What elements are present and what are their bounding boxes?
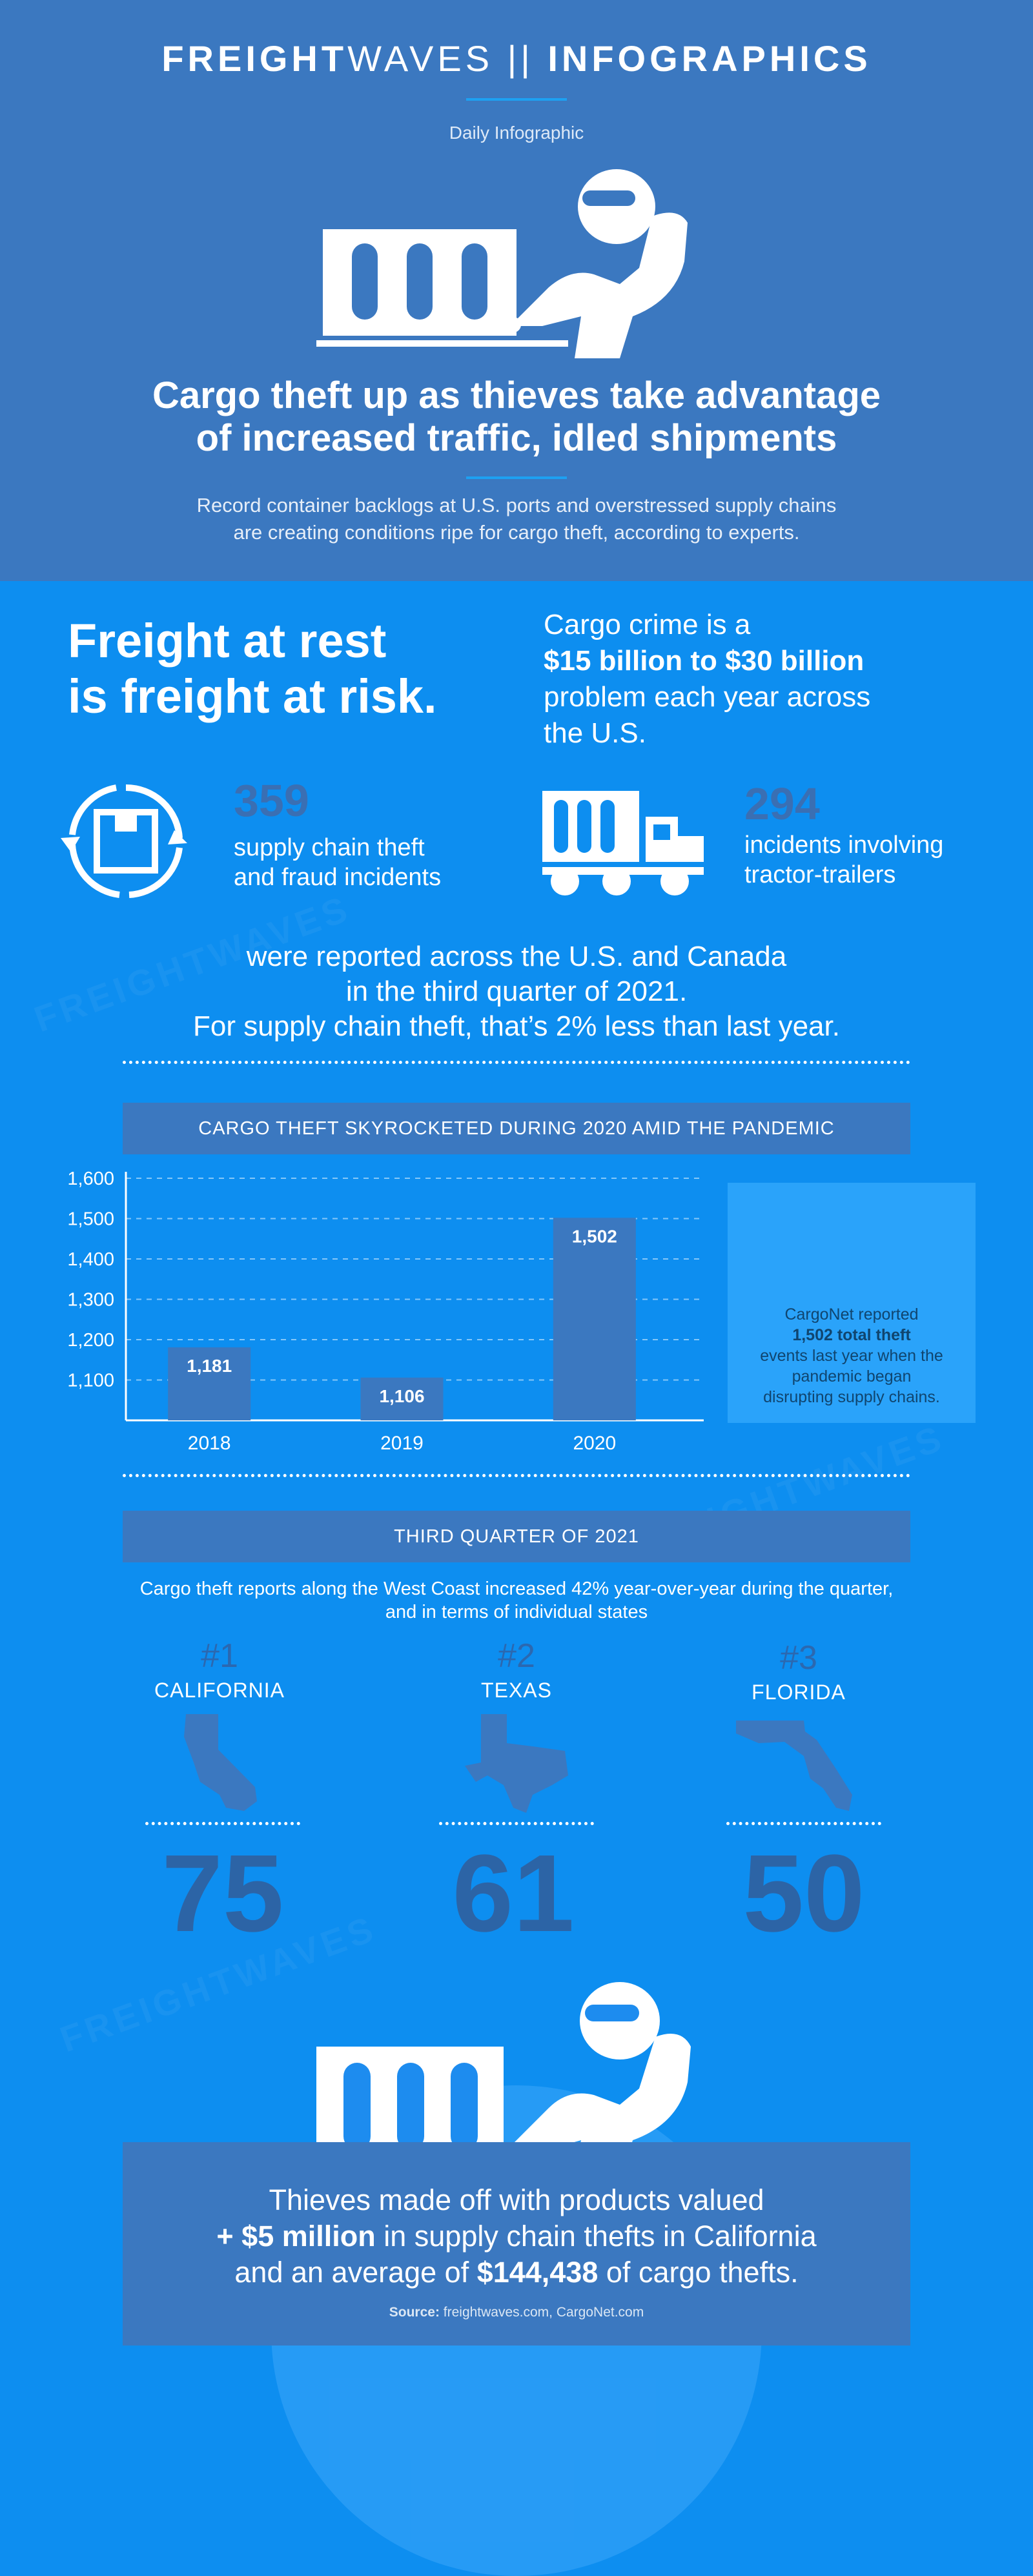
bottom-bold: $144,438 — [476, 2256, 598, 2289]
freight-at-rest-heading: Freight at rest is freight at risk. — [68, 613, 437, 724]
crime-line: Cargo crime is a — [544, 609, 751, 640]
q3-title: THIRD QUARTER OF 2021 — [123, 1511, 910, 1562]
y-tick-label: 1,400 — [67, 1249, 114, 1270]
y-tick-label: 1,200 — [67, 1330, 114, 1351]
rest-line: Freight at rest — [68, 614, 387, 668]
bottom-summary-box — [123, 2142, 910, 2346]
cargo-crime-text: Cargo crime is a $15 billion to $30 bill… — [544, 607, 996, 751]
state-divider — [726, 1822, 881, 1825]
stat-number-tractor: 294 — [744, 779, 820, 829]
x-tick-label: 2018 — [188, 1433, 231, 1454]
state-count: 75 — [161, 1832, 284, 1955]
stat-label-theft: supply chain theft and fraud incidents — [234, 833, 441, 892]
bottom-text: in supply chain thefts in California — [375, 2220, 817, 2253]
source-label: Source: — [389, 2305, 440, 2320]
dotted-divider — [123, 1474, 910, 1477]
y-tick-label: 1,600 — [67, 1169, 114, 1189]
bar — [168, 1347, 251, 1420]
california-map-icon — [184, 1714, 257, 1811]
recycle-box-icon — [61, 784, 187, 898]
dotted-divider — [123, 1061, 910, 1064]
stat-number-theft: 359 — [234, 775, 309, 826]
bottom-line: + $5 million in supply chain thefts in C… — [123, 2218, 910, 2254]
bottom-bold: + $5 million — [216, 2220, 376, 2253]
bar-chart: 1,100 1,200 1,300 1,400 1,500 1,600 1,181 2018 1… — [67, 1169, 704, 1454]
reported-line: were reported across the U.S. and Canada — [246, 941, 787, 972]
stat-line: supply chain theft — [234, 834, 425, 861]
callout-line-bold: 1,502 total theft — [792, 1326, 911, 1344]
headline-line: of increased traffic, idled shipments — [196, 417, 837, 459]
brand-separator: || — [507, 38, 534, 79]
reported-text: were reported across the U.S. and Canada… — [0, 939, 1033, 1044]
state-count: 50 — [742, 1832, 865, 1955]
q3-line: Cargo theft reports along the West Coast… — [139, 1579, 894, 1599]
intro-line: are creating conditions ripe for cargo t… — [233, 521, 800, 544]
reported-line: For supply chain theft, that’s 2% less t… — [193, 1010, 840, 1042]
q3-line: and in terms of individual states — [385, 1602, 648, 1622]
header-rule — [466, 98, 567, 101]
crime-amount: $15 billion to $30 billion — [544, 643, 996, 679]
source-text: freightwaves.com, CargoNet.com — [439, 2305, 644, 2320]
callout-box — [728, 1183, 976, 1423]
florida-map-icon — [736, 1721, 852, 1811]
chart-title: CARGO THEFT SKYROCKETED DURING 2020 AMID… — [123, 1103, 910, 1154]
brand-bold: FREIGHT — [161, 38, 348, 79]
state-name: TEXAS — [481, 1679, 552, 1702]
bar-data-label: 1,502 — [572, 1226, 617, 1246]
reported-line: in the third quarter of 2021. — [345, 976, 688, 1007]
bar — [360, 1377, 444, 1420]
q3-subtitle: Cargo theft reports along the West Coast… — [39, 1577, 994, 1624]
state-rank: #1 — [201, 1637, 238, 1675]
stat-line: incidents involving — [744, 832, 944, 859]
crime-line: the U.S. — [544, 717, 646, 749]
callout-line: disrupting supply chains. — [763, 1388, 940, 1406]
state-name: FLORIDA — [752, 1681, 846, 1704]
rest-line: is freight at risk. — [68, 670, 437, 723]
state-rank: #2 — [498, 1637, 535, 1675]
bottom-line: Thieves made off with products valued — [269, 2183, 764, 2216]
bar-data-label: 1,106 — [379, 1386, 424, 1406]
y-tick-label: 1,300 — [67, 1290, 114, 1311]
y-tick-label: 1,100 — [67, 1371, 114, 1391]
crime-amount-bold: $15 billion to $30 billion — [544, 645, 864, 677]
texas-map-icon — [465, 1714, 568, 1813]
intro-text: Record container backlogs at U.S. ports … — [97, 492, 936, 546]
header-subtitle: Daily Infographic — [449, 123, 584, 143]
x-tick-label: 2019 — [380, 1433, 424, 1454]
x-tick-label: 2020 — [573, 1433, 616, 1454]
content-section — [0, 581, 1033, 2346]
y-tick-label: 1,500 — [67, 1209, 114, 1230]
bar-data-label: 1,181 — [187, 1356, 232, 1376]
headline: Cargo theft up as thieves take advantage… — [0, 374, 1033, 460]
bottom-text: and an average of — [234, 2256, 477, 2289]
state-count: 61 — [452, 1832, 575, 1955]
source-credit: Source: freightwaves.com, CargoNet.com — [123, 2305, 910, 2320]
stat-line: and fraud incidents — [234, 864, 442, 891]
state-divider — [439, 1822, 594, 1825]
thief-crate-illustration — [303, 1982, 691, 2172]
truck-icon — [542, 791, 704, 895]
brand-header: FREIGHTWAVES || INFOGRAPHICS — [0, 37, 1033, 79]
crime-line: problem each year across — [544, 681, 871, 713]
callout-line: pandemic began — [792, 1367, 912, 1385]
bottom-summary-text: Thieves made off with products valued + … — [123, 2182, 910, 2291]
bottom-line: and an average of $144,438 of cargo thef… — [123, 2254, 910, 2291]
section-title: INFOGRAPHICS — [547, 38, 872, 79]
callout-line: events last year when the — [760, 1347, 943, 1365]
bar — [553, 1218, 636, 1420]
thief-crate-illustration — [316, 169, 688, 358]
callout-line: CargoNet reported — [784, 1305, 919, 1324]
stat-line: tractor-trailers — [744, 861, 896, 888]
brand-light: WAVES — [347, 38, 494, 79]
callout-text: CargoNet reported 1,502 total theft even… — [734, 1304, 969, 1407]
bottom-text: of cargo thefts. — [598, 2256, 799, 2289]
headline-rule — [466, 476, 567, 479]
state-divider — [145, 1822, 300, 1825]
headline-line: Cargo theft up as thieves take advantage — [152, 374, 881, 416]
stat-label-tractor: incidents involving tractor-trailers — [744, 830, 943, 890]
state-name: CALIFORNIA — [154, 1679, 285, 1702]
intro-line: Record container backlogs at U.S. ports … — [196, 494, 837, 516]
state-rank: #3 — [780, 1639, 817, 1677]
